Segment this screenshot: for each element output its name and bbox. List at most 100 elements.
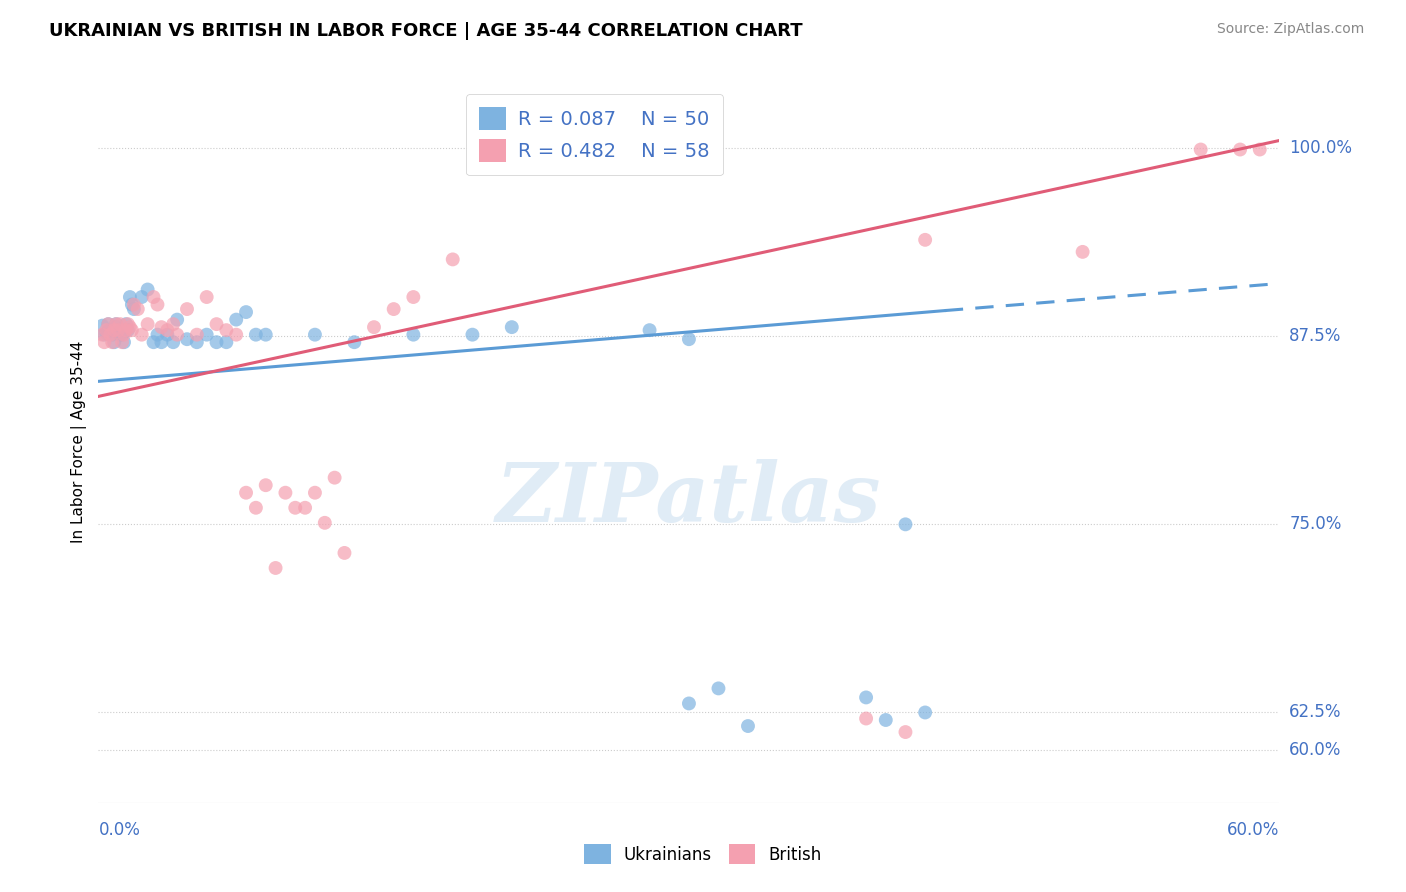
Point (284, 500, 307, 515)
Legend: Ukrainians, British: Ukrainians, British (578, 838, 828, 871)
Point (121, 323, 143, 337)
Point (914, 233, 936, 247)
Point (131, 327, 153, 342)
Point (235, 305, 257, 319)
Point (121, 297, 143, 311)
Point (1189, 143, 1212, 157)
Point (176, 301, 198, 317)
Point (162, 335, 184, 350)
Point (707, 681, 730, 696)
Point (118, 290, 141, 304)
Point (166, 312, 188, 326)
Point (131, 290, 153, 304)
Point (737, 719, 759, 733)
Point (117, 317, 139, 331)
Point (215, 335, 238, 350)
Point (150, 335, 173, 350)
Y-axis label: In Labor Force | Age 35-44: In Labor Force | Age 35-44 (72, 341, 87, 542)
Point (115, 317, 138, 331)
Point (294, 500, 316, 515)
Point (1249, 143, 1271, 157)
Text: 75.0%: 75.0% (1289, 516, 1341, 533)
Point (501, 320, 523, 334)
Point (894, 517, 917, 532)
Point (111, 327, 134, 342)
Point (186, 335, 208, 350)
Point (176, 332, 198, 346)
Point (101, 335, 124, 350)
Point (195, 290, 218, 304)
Point (105, 317, 128, 331)
Point (855, 690, 877, 705)
Point (678, 332, 700, 346)
Text: 60.0%: 60.0% (1289, 741, 1341, 759)
Point (461, 327, 484, 342)
Point (166, 327, 188, 342)
Point (103, 323, 125, 337)
Text: 87.5%: 87.5% (1289, 327, 1341, 345)
Point (112, 327, 135, 342)
Point (205, 317, 228, 331)
Point (402, 327, 425, 342)
Point (107, 323, 129, 337)
Point (97, 325, 120, 339)
Point (101, 327, 124, 342)
Point (136, 317, 159, 331)
Point (304, 327, 326, 342)
Point (142, 290, 165, 304)
Point (112, 335, 135, 350)
Point (245, 500, 267, 515)
Point (638, 323, 661, 337)
Point (111, 335, 134, 350)
Point (93, 327, 115, 342)
Point (107, 323, 129, 337)
Point (225, 327, 247, 342)
Point (136, 283, 159, 297)
Point (146, 297, 169, 311)
Point (363, 320, 385, 334)
Point (156, 323, 179, 337)
Legend: R = 0.087    N = 50, R = 0.482    N = 58: R = 0.087 N = 50, R = 0.482 N = 58 (465, 94, 723, 176)
Point (254, 327, 277, 342)
Point (333, 546, 356, 560)
Text: Source: ZipAtlas.com: Source: ZipAtlas.com (1216, 22, 1364, 37)
Text: UKRAINIAN VS BRITISH IN LABOR FORCE | AGE 35-44 CORRELATION CHART: UKRAINIAN VS BRITISH IN LABOR FORCE | AG… (49, 22, 803, 40)
Point (91, 327, 114, 342)
Point (205, 335, 228, 350)
Text: 62.5%: 62.5% (1289, 704, 1341, 722)
Point (254, 478, 277, 492)
Point (245, 327, 267, 342)
Text: 60.0%: 60.0% (1227, 821, 1279, 838)
Point (323, 470, 346, 484)
Point (186, 327, 208, 342)
Point (115, 323, 138, 337)
Point (1071, 244, 1094, 259)
Point (108, 327, 131, 342)
Point (402, 290, 425, 304)
Point (150, 320, 173, 334)
Point (105, 320, 128, 334)
Point (127, 301, 149, 317)
Point (93, 335, 115, 350)
Point (122, 301, 145, 317)
Point (96, 326, 118, 341)
Point (118, 320, 141, 334)
Point (142, 335, 165, 350)
Point (264, 561, 287, 575)
Point (382, 301, 405, 317)
Text: 100.0%: 100.0% (1289, 139, 1353, 157)
Point (96, 323, 118, 337)
Point (97, 317, 120, 331)
Point (215, 323, 238, 337)
Text: 0.0%: 0.0% (98, 821, 141, 838)
Point (97, 317, 120, 331)
Point (274, 485, 297, 500)
Point (162, 317, 184, 331)
Point (156, 327, 179, 342)
Point (875, 713, 897, 727)
Point (894, 725, 917, 739)
Point (105, 317, 128, 331)
Point (678, 697, 700, 711)
Point (304, 485, 326, 500)
Point (195, 327, 218, 342)
